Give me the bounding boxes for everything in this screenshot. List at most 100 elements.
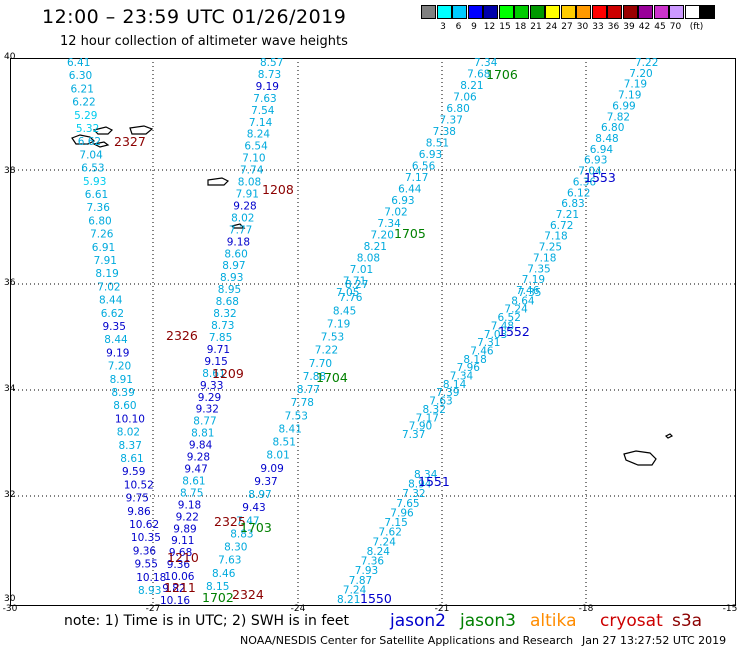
wave-height-value: 8.21 (337, 594, 360, 606)
track-time-label: 1551 (418, 474, 450, 489)
colorbar-swatch (669, 5, 684, 19)
wave-height-value: 7.46 (470, 346, 494, 358)
wave-height-value: 6.52 (498, 312, 521, 324)
colorbar-label: 30 (576, 22, 589, 32)
wave-height-value: 8.15 (206, 581, 229, 593)
wave-height-value: 9.55 (135, 559, 158, 571)
colorbar-swatch (514, 5, 529, 19)
wave-height-value: 9.47 (184, 464, 207, 476)
wave-height-value: 9.84 (189, 440, 213, 452)
colorbar-swatch (498, 5, 514, 19)
wave-height-value: 6.41 (67, 58, 90, 69)
wave-height-value: 5.93 (83, 176, 106, 188)
note-text: note: 1) Time is in UTC; 2) SWH is in fe… (64, 613, 350, 629)
track-time-label: 2325 (214, 514, 246, 529)
track-time-label: 1703 (240, 520, 272, 535)
wave-height-value: 9.37 (254, 476, 277, 488)
wave-height-value: 6.80 (601, 122, 624, 134)
wave-height-value: 9.82 (162, 583, 185, 595)
colorbar-swatch (483, 5, 498, 19)
wave-height-value: 7.24 (343, 584, 367, 596)
wave-height-value: 8.93 (138, 585, 161, 597)
track-time-label: 2324 (232, 587, 264, 602)
wave-height-value: 7.88 (303, 371, 326, 383)
colorbar-swatch (622, 5, 638, 19)
wave-height-value: 7.62 (379, 527, 402, 539)
colorbar-label: 12 (483, 22, 496, 32)
colorbar-label: 45 (654, 22, 666, 32)
wave-height-value: 9.36 (133, 545, 157, 557)
wave-height-value: 8.02 (231, 212, 254, 224)
wave-height-value: 10.18 (136, 572, 166, 584)
wave-height-value: 6.80 (88, 215, 111, 227)
wave-height-value: 9.59 (122, 466, 145, 478)
wave-height-value: 9.33 (200, 380, 223, 392)
wave-height-value: 6.80 (446, 103, 469, 115)
wave-height-value: 7.93 (355, 565, 378, 577)
wave-height-value: 5.29 (74, 110, 97, 122)
map-title: 12:00 – 23:59 UTC 01/26/2019 (42, 6, 347, 28)
track-time-label: 1210 (167, 550, 199, 565)
latitude-label: 32 (4, 490, 16, 500)
wave-height-value: 9.19 (256, 81, 279, 93)
wave-height-value: 8.19 (95, 268, 118, 280)
latitude-label: 34 (4, 384, 16, 394)
wave-height-value: 10.35 (131, 532, 161, 544)
wave-height-value: 9.32 (196, 404, 219, 416)
track-time-label: 1550 (360, 591, 392, 606)
wave-height-value: 9.71 (207, 344, 230, 356)
wave-height-value: 6.30 (69, 70, 92, 82)
wave-height-value: 7.38 (433, 126, 456, 138)
wave-height-value: 8.73 (211, 320, 234, 332)
wave-height-value: 8.94 (408, 479, 432, 491)
wave-height-value: 7.10 (242, 153, 265, 165)
wave-height-value: 7.70 (309, 358, 332, 370)
wave-height-value: 7.34 (474, 58, 498, 69)
longitude-label: -21 (434, 604, 450, 614)
wave-height-value: 8.61 (202, 368, 225, 380)
track-time-label: 1702 (202, 590, 234, 605)
wave-height-value: 8.97 (222, 260, 245, 272)
latitude-label: 38 (4, 166, 16, 176)
wave-height-value: 9.22 (176, 511, 199, 523)
wave-height-value: 8.97 (248, 489, 271, 501)
wave-height-value: 7.34 (377, 218, 401, 230)
wave-height-value: 6.91 (92, 242, 115, 254)
colorbar-swatch (529, 5, 545, 19)
longitude-label: -27 (145, 604, 161, 614)
map-canvas: 6.416.306.216.225.295.326.627.046.535.93… (10, 58, 736, 606)
wave-height-value: 7.19 (618, 90, 641, 102)
track-time-label: 1209 (212, 366, 244, 381)
wave-height-value: 7.74 (240, 165, 264, 177)
wave-height-value: 7.18 (544, 231, 567, 243)
wave-height-value: 7.37 (402, 429, 425, 441)
wave-height-value: 7.63 (253, 93, 276, 105)
wave-height-value: 7.71 (343, 276, 366, 288)
colorbar-swatch (684, 5, 700, 19)
legend-altika: altika (530, 611, 577, 631)
colorbar-swatch (467, 5, 483, 19)
map-subtitle: 12 hour collection of altimeter wave hei… (60, 34, 348, 49)
wave-height-value: 6.61 (85, 189, 108, 201)
wave-height-value: 6.44 (398, 184, 422, 196)
wave-height-value: 8.93 (220, 272, 243, 284)
wave-height-value: 8.60 (224, 248, 247, 260)
colorbar-label: 36 (607, 22, 620, 32)
wave-height-value: 8.24 (247, 129, 271, 141)
colorbar-label: 42 (638, 22, 651, 32)
wave-height-value: 7.37 (440, 115, 463, 127)
wave-height-value: 6.72 (550, 220, 573, 232)
island-outline (71, 134, 96, 145)
wave-height-value: 10.06 (164, 571, 194, 583)
wave-height-value: 8.08 (357, 253, 380, 265)
wave-height-value: 6.99 (612, 100, 635, 112)
longitude-label: -15 (722, 604, 738, 614)
wave-height-value: 6.93 (584, 155, 607, 167)
latitude-label: 36 (4, 278, 16, 288)
wave-height-value: 7.91 (236, 189, 259, 201)
wave-height-value: 7.25 (539, 242, 562, 254)
wave-height-value: 7.53 (285, 410, 308, 422)
wave-height-value: 7.39 (436, 387, 459, 399)
wave-height-value: 7.90 (409, 421, 432, 433)
wave-height-value: 7.96 (457, 362, 481, 374)
